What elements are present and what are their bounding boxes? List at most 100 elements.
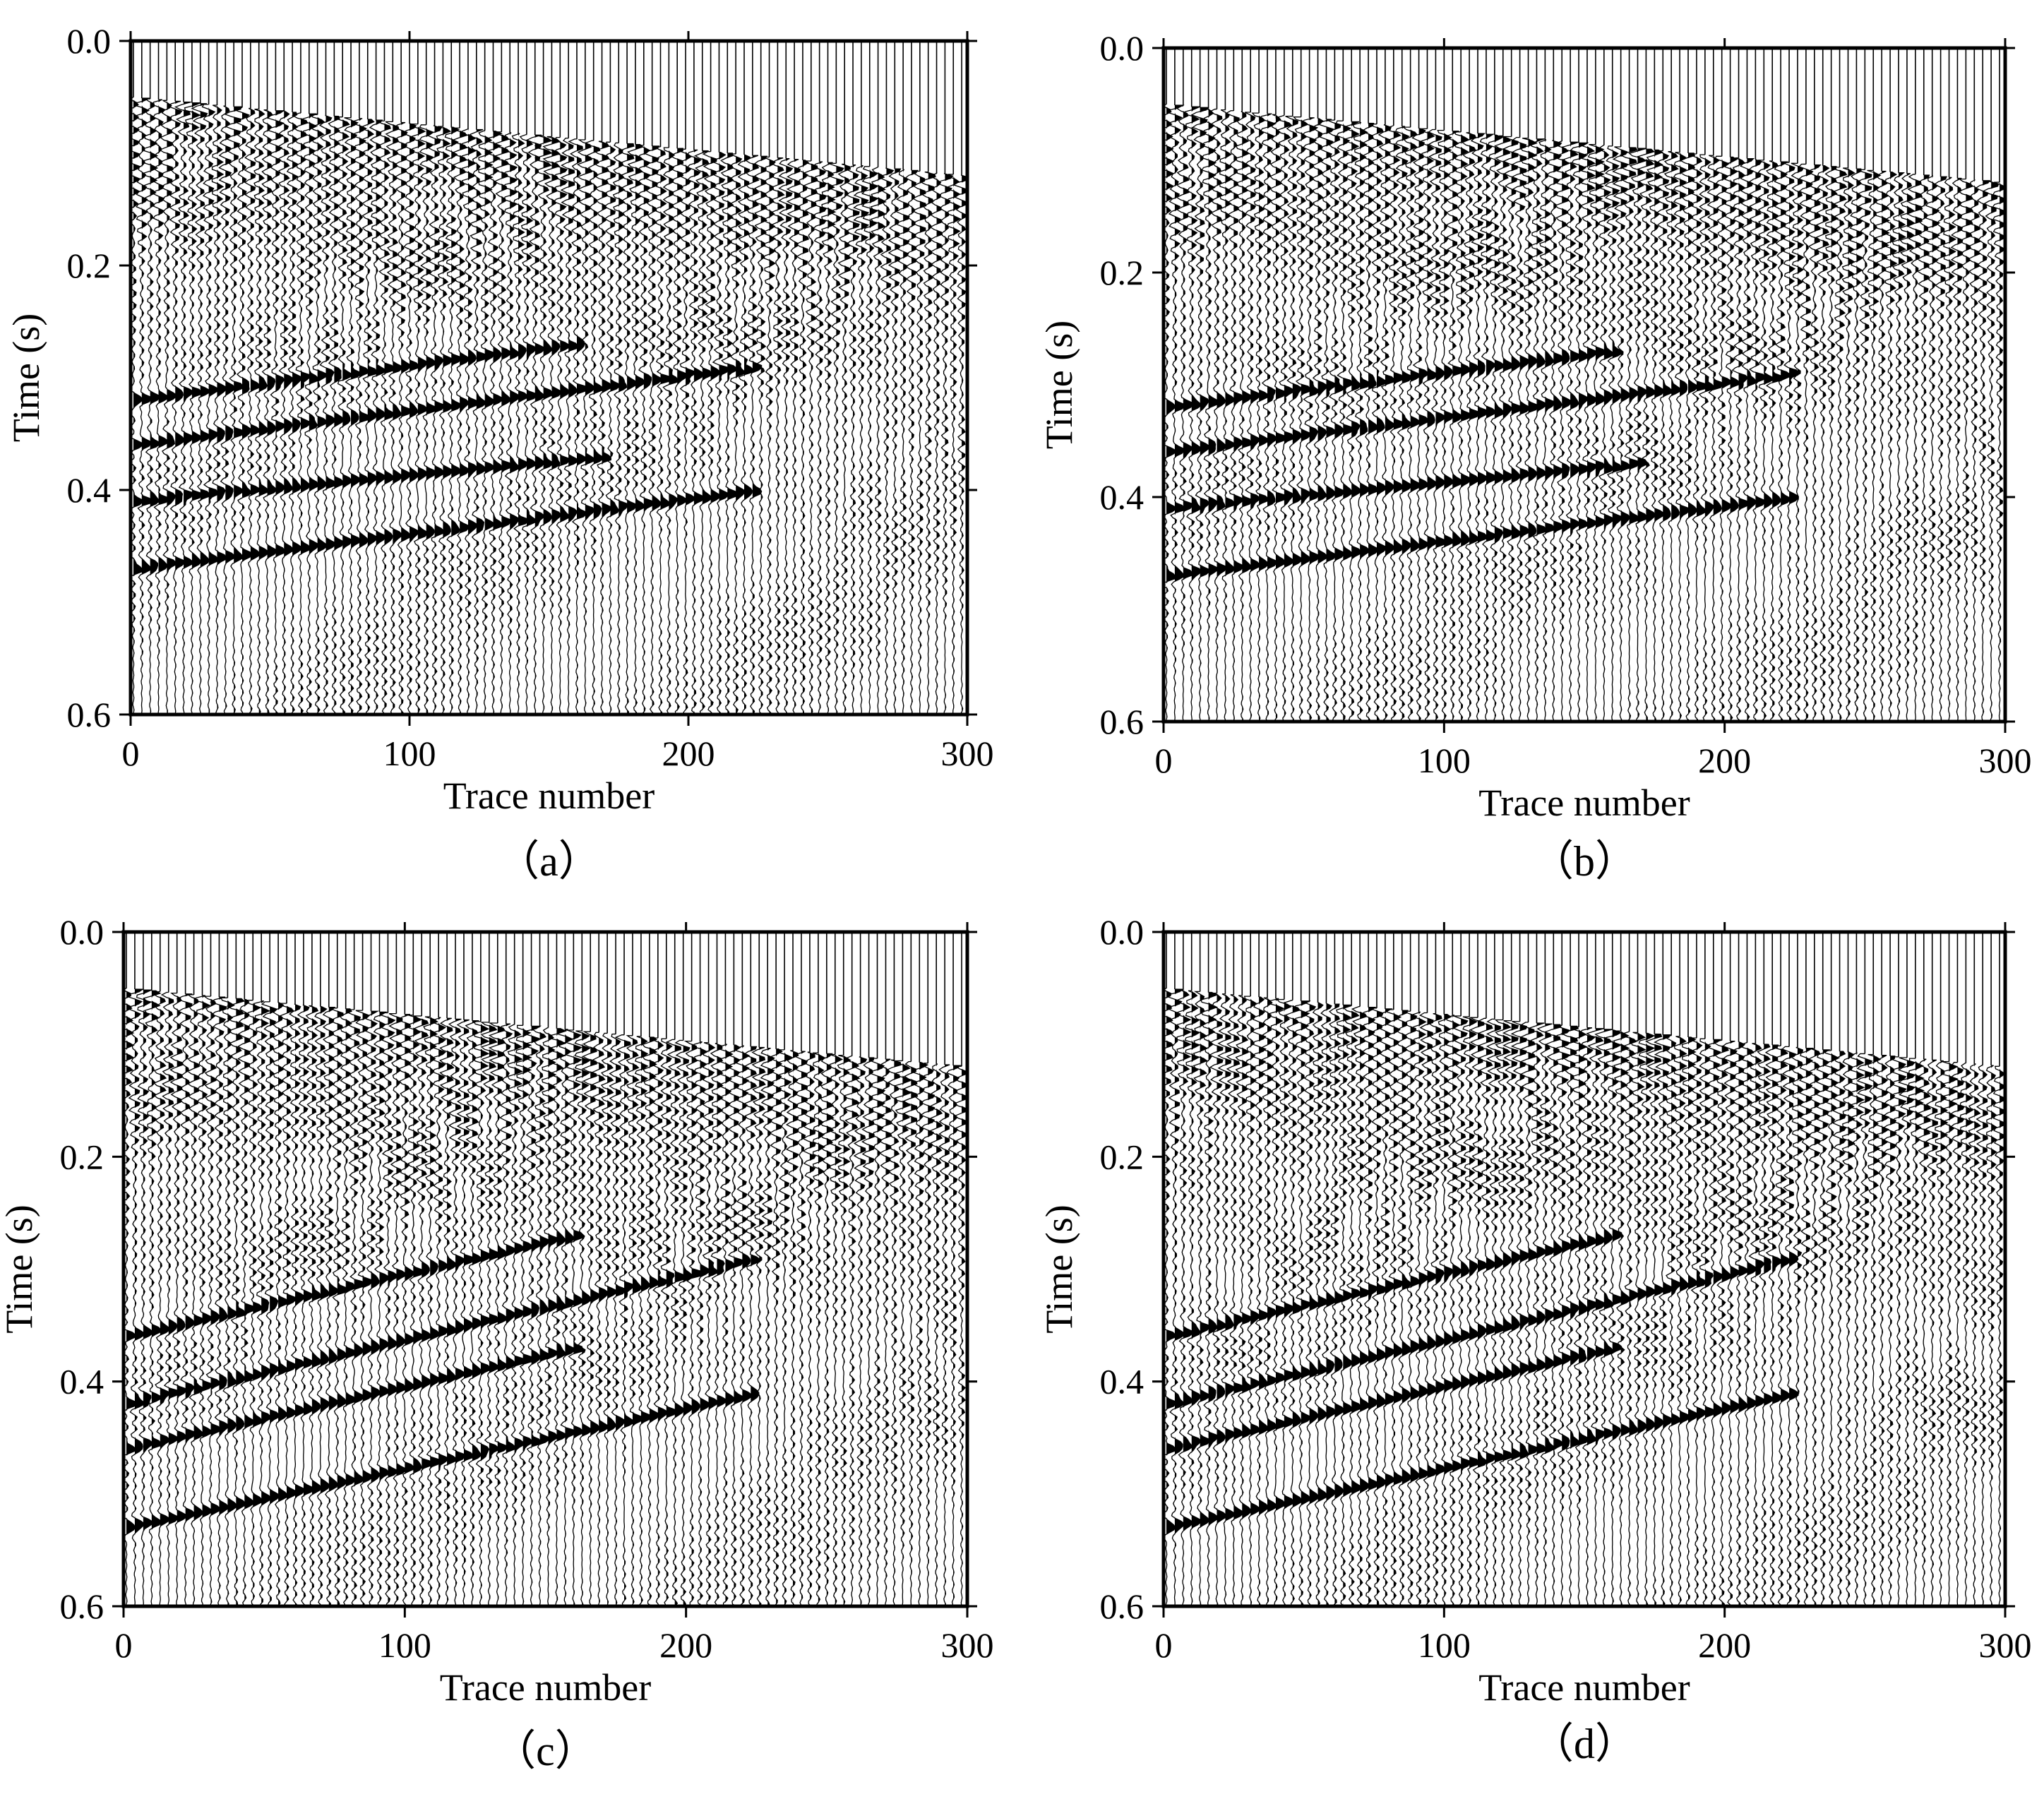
trace-wiggle [1461,132,1479,722]
trace-fill [560,137,570,715]
trace-wiggle [1874,1055,1890,1606]
trace-wiggle [1681,1036,1698,1606]
trace-wiggle [727,1044,744,1606]
trace-fill [719,152,729,715]
trace-fill [573,1030,583,1606]
trace-fill [962,1066,967,1606]
trace-wiggle [1882,1056,1897,1606]
trace-fill [1478,133,1487,722]
trace-wiggle [515,1024,533,1606]
trace-wiggle [819,1053,835,1606]
trace-wiggle [1586,1028,1606,1606]
trace-fill [303,1005,313,1606]
trace-fill [744,155,753,715]
trace-fill [793,1050,799,1606]
trace-wiggle [1724,156,1740,722]
trace-fill [497,1022,507,1606]
trace-wiggle [1924,1059,1939,1606]
trace-wiggle [1235,111,1252,722]
trace-wiggle [643,145,662,715]
trace-wiggle [1394,1010,1412,1606]
trace-fill [953,1065,961,1606]
trace-fill [1974,1063,1980,1606]
trace-fill [1343,121,1353,722]
trace-wiggle [1950,177,1964,722]
trace-wiggle [1502,136,1522,722]
y-tick-label: 0.0 [60,912,104,952]
trace-fill [1696,1038,1706,1606]
trace-wiggle [627,144,645,715]
trace-wiggle [1336,1004,1353,1606]
trace-wiggle [592,1032,609,1606]
trace-wiggle [136,989,153,1606]
trace-wiggle [1494,1019,1513,1606]
trace-wiggle [793,1051,808,1606]
trace-wiggle [1603,1029,1622,1606]
trace-fill [548,1027,558,1606]
trace-wiggle [388,1012,406,1606]
y-tick-label: 0.2 [67,246,112,285]
trace-fill [1351,121,1361,722]
trace-fill [801,1051,808,1606]
trace-wiggle [626,1035,643,1606]
trace-wiggle [946,1065,962,1606]
trace-fill [1275,998,1285,1606]
trace-wiggle [1200,991,1219,1606]
trace-fill [426,124,436,715]
seismic-panel-4: 0 100 200 300 0.0 0.2 0.4 0.6 Trace number Time (… [1038,912,2032,1767]
panel-label: （d） [1531,1721,1637,1767]
trace-wiggle [456,1019,474,1606]
trace-wiggle [406,1015,423,1606]
trace-wiggle [954,1065,967,1606]
trace-wiggle [1992,181,2005,722]
trace-fill [657,1038,667,1606]
trace-wiggle [1897,1057,1916,1606]
trace-fill [1570,1026,1579,1606]
trace-wiggle [821,162,837,715]
trace-wiggle [143,98,160,715]
trace-fill [191,102,201,715]
trace-wiggle [1283,1000,1303,1606]
trace-fill [1208,108,1218,722]
y-tick-label: 0.4 [1100,1362,1144,1401]
x-tick-label: 300 [1979,741,2032,780]
trace-fill [1536,1022,1546,1606]
trace-fill [1983,180,1990,722]
trace-wiggle [1351,1005,1370,1606]
trace-fill [1461,131,1470,722]
trace-wiggle [423,1016,440,1606]
trace-fill [1343,1005,1353,1606]
trace-fill [506,1024,515,1606]
trace-fill [809,1052,815,1606]
trace-fill [234,107,243,715]
y-tick-label: 0.2 [1100,253,1144,292]
trace-wiggle [344,117,361,715]
trace-fill [835,1054,842,1606]
trace-wiggle [191,103,210,715]
x-tick-label: 0 [115,1625,133,1665]
trace-wiggle [1486,1018,1505,1606]
x-tick-label: 100 [1418,741,1471,780]
trace-wiggle [1511,136,1530,722]
trace-wiggle [1867,1053,1882,1606]
trace-wiggle [885,1059,902,1606]
trace-wiggle [1184,990,1202,1606]
trace-fill [320,1006,330,1606]
trace-wiggle [912,1062,929,1606]
trace-wiggle [143,990,162,1606]
trace-fill [219,997,229,1606]
trace-wiggle [660,1038,676,1606]
trace-wiggle [1502,1020,1522,1606]
trace-wiggle [1452,1015,1471,1606]
trace-fill [1923,1059,1931,1606]
trace-fill [1747,1042,1757,1606]
trace-wiggle [501,132,520,715]
trace-fill [534,135,544,715]
trace-wiggle [218,105,235,715]
trace-wiggle [385,121,402,715]
y-tick-label: 0.4 [1100,477,1144,517]
trace-wiggle [1445,131,1462,722]
trace-wiggle [702,1042,719,1606]
trace-wiggle [811,161,827,715]
trace-wiggle [1798,163,1814,722]
